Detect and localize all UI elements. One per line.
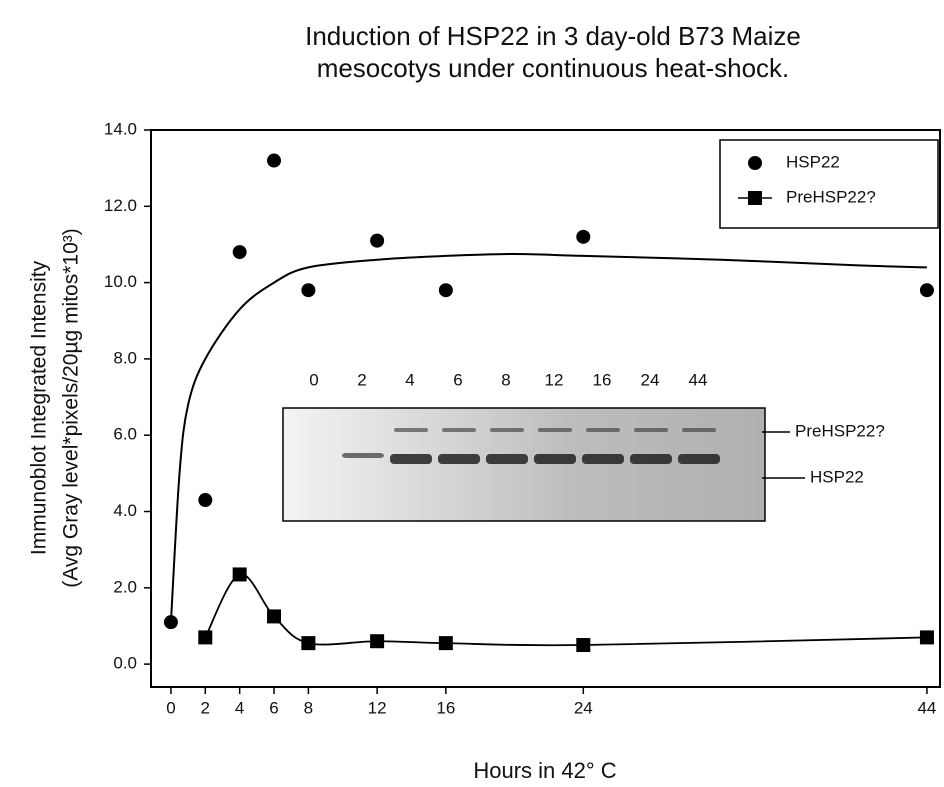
x-tick-label: 24 [574,698,593,717]
marker [164,615,178,629]
marker [576,638,590,652]
y-axis-label: (Avg Gray level*pixels/20µg mitos*10³) [60,228,83,588]
blot-band [486,454,528,464]
marker [920,630,934,644]
marker [439,636,453,650]
x-tick-label: 0 [166,698,175,717]
blot-band [630,454,672,464]
lane-label: 12 [545,370,564,389]
y-tick-label: 2.0 [113,577,137,596]
lane-label: 24 [641,370,660,389]
x-tick-label: 44 [917,698,936,717]
x-axis-label: Hours in 42° C [473,758,616,783]
marker [198,493,212,507]
y-tick-label: 4.0 [113,501,137,520]
blot-band [394,428,428,432]
marker [233,245,247,259]
y-tick-label: 6.0 [113,425,137,444]
y-axis-label: Immunoblot Integrated Intensity [28,260,51,555]
band-label: PreHSP22? [795,421,885,440]
lane-label: 4 [405,370,414,389]
marker [576,230,590,244]
marker [370,634,384,648]
blot-image [283,408,765,521]
lane-label: 6 [453,370,462,389]
x-tick-label: 8 [304,698,313,717]
y-tick-label: 10.0 [104,272,137,291]
blot-band [586,428,620,432]
band-label: HSP22 [810,467,864,486]
x-tick-label: 12 [368,698,387,717]
marker [198,630,212,644]
y-tick-label: 0.0 [113,654,137,673]
lane-label: 2 [357,370,366,389]
blot-band [582,454,624,464]
marker [233,567,247,581]
lane-label: 0 [309,370,318,389]
blot-band [682,428,716,432]
marker [267,154,281,168]
x-tick-label: 2 [201,698,210,717]
blot-band [634,428,668,432]
chart: Induction of HSP22 in 3 day-old B73 Maiz… [0,0,944,787]
blot-band [390,454,432,464]
blot-band [490,428,524,432]
chart-title: mesocotys under continuous heat-shock. [317,53,790,83]
blot-band [538,428,572,432]
lane-label: 8 [501,370,510,389]
legend-marker [748,191,762,205]
blot-band [442,428,476,432]
blot-band [534,454,576,464]
legend-marker [748,156,762,170]
chart-title: Induction of HSP22 in 3 day-old B73 Maiz… [305,21,801,51]
lane-label: 16 [593,370,612,389]
lane-label: 44 [689,370,708,389]
marker [439,283,453,297]
series-line [205,574,927,645]
blot-band [438,454,480,464]
marker [267,609,281,623]
marker [301,636,315,650]
x-tick-label: 4 [235,698,244,717]
marker [301,283,315,297]
x-tick-label: 16 [436,698,455,717]
y-tick-label: 14.0 [104,119,137,138]
x-tick-label: 6 [269,698,278,717]
legend-label: PreHSP22? [786,187,876,206]
y-tick-label: 12.0 [104,196,137,215]
blot-band [678,454,720,464]
marker [920,283,934,297]
marker [370,234,384,248]
y-tick-label: 8.0 [113,348,137,367]
legend-label: HSP22 [786,152,840,171]
blot-band [342,453,384,458]
